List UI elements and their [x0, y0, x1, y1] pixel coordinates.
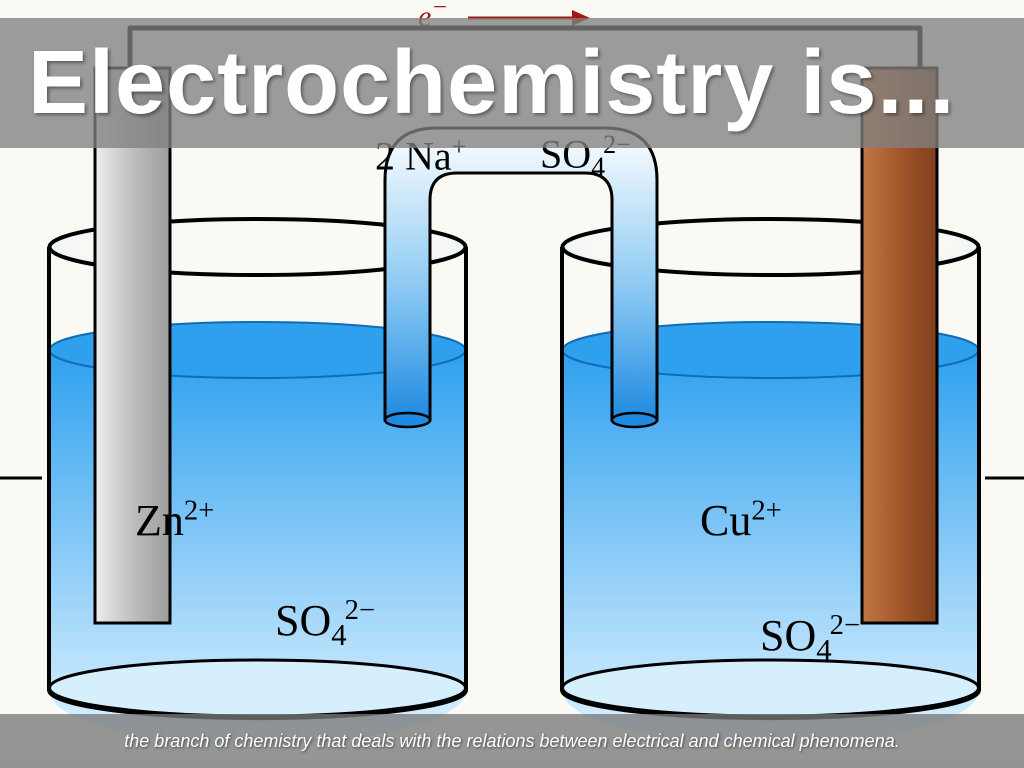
label-left-so4: SO42−: [275, 595, 375, 653]
label-cu: Cu2+: [700, 495, 782, 546]
title-bar: Electrochemistry is...: [0, 18, 1024, 148]
slide-canvas: e− 2 Na+ SO42− Zn2+ SO42− Cu2+ SO42− Ele…: [0, 0, 1024, 768]
label-right-so4: SO42−: [760, 610, 860, 668]
electrode-copper: [862, 68, 937, 623]
footer-bar: the branch of chemistry that deals with …: [0, 714, 1024, 768]
slide-title: Electrochemistry is...: [28, 32, 955, 135]
slide-subtitle: the branch of chemistry that deals with …: [124, 731, 899, 752]
label-zn: Zn2+: [135, 495, 214, 546]
